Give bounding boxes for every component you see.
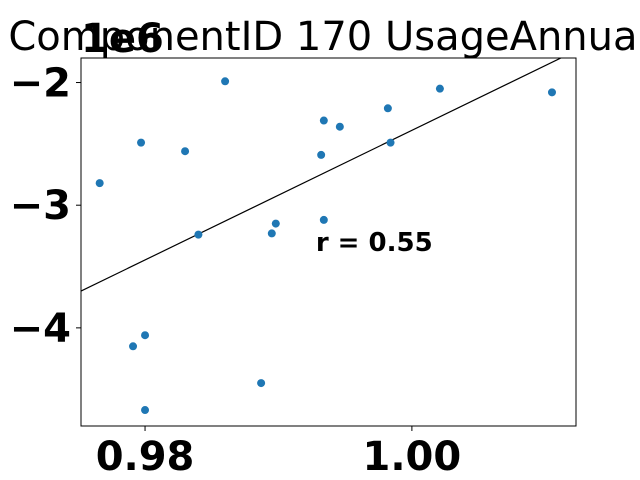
data-point [141, 331, 150, 340]
y-tick-label: −4 [10, 306, 71, 352]
y-offset-label: 1e6 [81, 16, 164, 62]
data-point [194, 230, 203, 239]
data-point [319, 215, 328, 224]
chart-title: ComponentID 170 UsageAnnual [8, 14, 640, 60]
data-point [435, 84, 444, 93]
data-point [319, 116, 328, 125]
data-point [271, 219, 280, 228]
data-point [221, 77, 230, 86]
data-point [95, 179, 104, 188]
x-tick-label: 0.98 [96, 434, 195, 480]
data-point [257, 379, 266, 388]
data-point [137, 138, 146, 147]
x-tick-label: 1.00 [363, 434, 462, 480]
data-point [181, 147, 190, 156]
plot-frame [80, 57, 577, 427]
data-point [335, 122, 344, 131]
data-point [317, 150, 326, 159]
y-tick-label: −2 [10, 61, 71, 107]
data-point [141, 406, 150, 415]
data-point [386, 138, 395, 147]
regression-line [81, 58, 563, 292]
data-point [547, 88, 556, 97]
data-point [267, 229, 276, 238]
correlation-annotation: r = 0.55 [316, 228, 433, 258]
y-tick-label: −3 [10, 183, 71, 229]
data-point [383, 104, 392, 113]
data-point [129, 342, 138, 351]
